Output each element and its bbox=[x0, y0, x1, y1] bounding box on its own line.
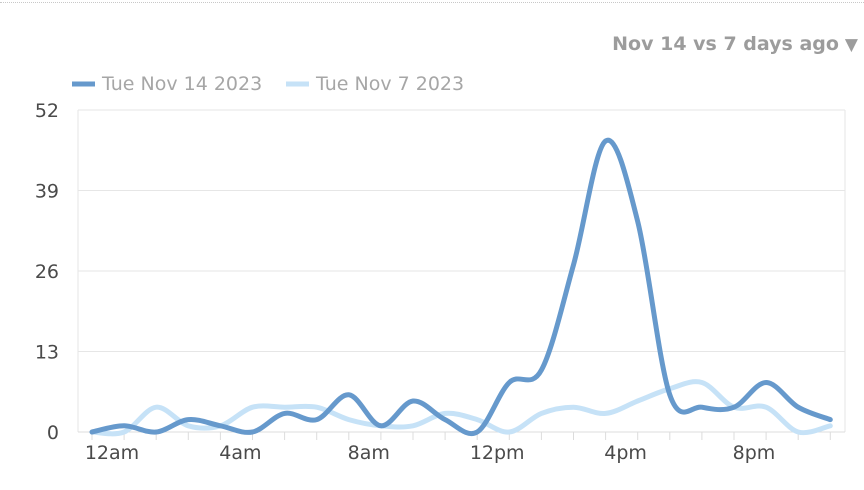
x-tick-label: 4am bbox=[219, 442, 261, 464]
y-tick-label: 52 bbox=[35, 100, 59, 122]
x-tick-label: 12am bbox=[85, 442, 139, 464]
x-tick-label: 8am bbox=[348, 442, 390, 464]
series-line-1[interactable] bbox=[89, 137, 833, 436]
y-tick-label: 39 bbox=[35, 181, 59, 203]
axes: 0 13 26 39 52 12am 4am 8am 12pm 4pm 8pm bbox=[35, 100, 846, 464]
comparison-range-label: Nov 14 vs 7 days ago bbox=[612, 33, 839, 55]
legend-label-series-1[interactable]: Tue Nov 14 2023 bbox=[101, 73, 262, 95]
comparison-range-dropdown[interactable]: Nov 14 vs 7 days ago ▼ bbox=[612, 33, 858, 55]
grid-lines bbox=[78, 109, 845, 352]
legend-label-series-2[interactable]: Tue Nov 7 2023 bbox=[315, 73, 464, 95]
top-divider bbox=[0, 2, 864, 3]
y-tick-label: 13 bbox=[35, 342, 59, 364]
y-tick-label: 0 bbox=[47, 422, 59, 444]
x-tick-label: 4pm bbox=[604, 442, 647, 464]
x-tick-label: 12pm bbox=[470, 442, 525, 464]
legend: Tue Nov 14 2023 Tue Nov 7 2023 bbox=[72, 73, 464, 95]
caret-down-icon: ▼ bbox=[844, 35, 858, 55]
y-tick-label: 26 bbox=[35, 261, 59, 283]
x-tick-label: 8pm bbox=[733, 442, 776, 464]
series-lines bbox=[89, 137, 833, 437]
